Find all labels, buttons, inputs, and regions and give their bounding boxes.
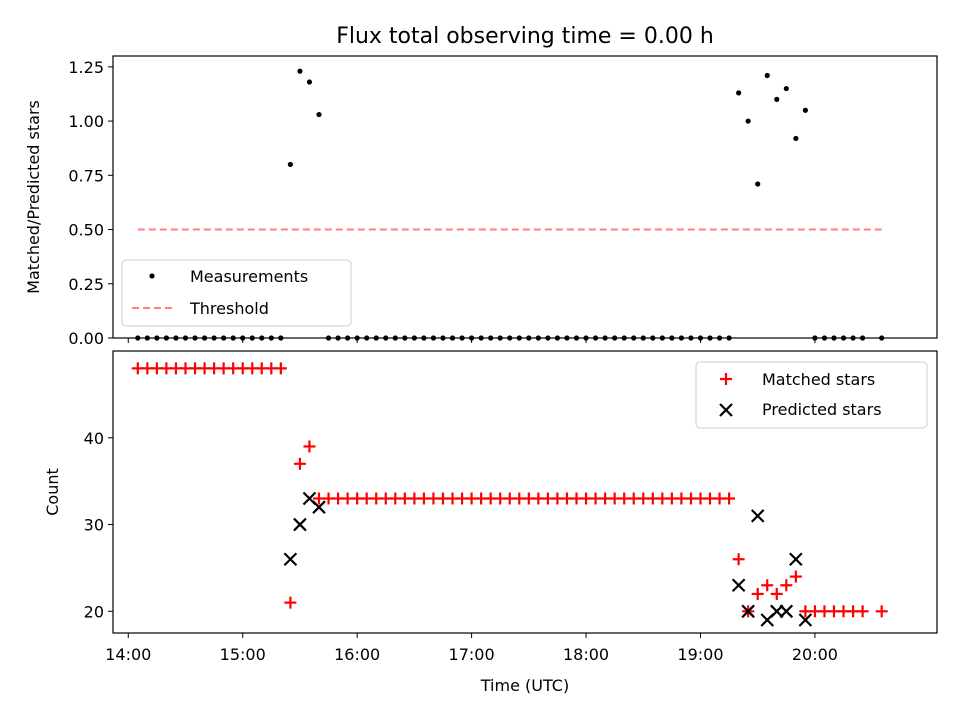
predicted-stars-point — [779, 604, 794, 619]
matched-stars-point — [780, 579, 793, 592]
bottom-x-axis-label: Time (UTC) — [480, 676, 569, 695]
matched-stars-point — [761, 579, 774, 592]
y-tick-label: 0.75 — [68, 166, 104, 185]
measurement-point — [306, 79, 313, 85]
y-tick-label: 0.00 — [68, 329, 104, 348]
bottom-legend: Matched stars Predicted stars — [695, 361, 928, 429]
matched-stars-point — [284, 596, 297, 609]
x-tick-label: 16:00 — [334, 645, 380, 664]
bottom-panel: 20 30 40 14:00 15:00 16:00 17:00 18:00 19:00 20:… — [43, 350, 938, 695]
measurement-point — [783, 85, 789, 92]
bottom-y-ticks: 20 30 40 — [84, 429, 113, 621]
legend-measurements-marker — [149, 273, 155, 279]
y-tick-label: 0.50 — [68, 221, 104, 240]
top-legend-box — [121, 259, 352, 327]
bottom-x-ticks: 14:00 15:00 16:00 17:00 18:00 19:00 20:00 — [105, 633, 838, 664]
x-tick-label: 19:00 — [677, 645, 723, 664]
matched-stars-point — [751, 587, 764, 600]
top-y-ticks: 0.00 0.25 0.50 0.75 1.00 1.25 — [68, 58, 113, 348]
measurement-point — [764, 72, 770, 79]
measurement-point — [297, 68, 303, 74]
x-tick-label: 18:00 — [563, 645, 609, 664]
matched-stars-point — [789, 570, 802, 583]
matched-stars-point — [303, 440, 316, 453]
legend-matched-marker — [720, 373, 732, 385]
y-tick-label: 20 — [84, 602, 104, 621]
predicted-stars-point — [798, 613, 813, 627]
y-tick-label: 40 — [84, 429, 104, 448]
legend-matched-label: Matched stars — [762, 370, 875, 389]
top-plot-frame — [112, 55, 938, 339]
legend-threshold-label: Threshold — [189, 299, 269, 318]
predicted-stars-point — [283, 552, 298, 567]
measurement-point — [736, 90, 742, 96]
top-y-axis-label: Matched/Predicted stars — [24, 100, 43, 294]
matched-stars-point — [856, 605, 869, 618]
y-tick-label: 30 — [84, 516, 104, 535]
measurement-point — [793, 135, 799, 142]
predicted-stars-point — [741, 604, 755, 619]
measurement-point — [316, 111, 322, 118]
matched-stars-point — [732, 553, 745, 566]
top-panel: 0.00 0.25 0.50 0.75 1.00 1.25 Matched/Predict… — [24, 55, 938, 348]
matched-stars-point — [274, 362, 287, 375]
x-tick-label: 17:00 — [449, 645, 495, 664]
bottom-legend-box — [695, 361, 928, 429]
top-legend: Measurements Threshold — [121, 259, 352, 327]
measurement-point — [755, 181, 761, 187]
legend-measurements-label: Measurements — [190, 267, 308, 286]
predicted-stars-point — [293, 517, 307, 532]
y-tick-label: 1.25 — [68, 58, 104, 77]
top-x-ticks — [127, 338, 816, 343]
predicted-stars-point — [312, 500, 326, 514]
predicted-stars-point — [750, 509, 765, 523]
matched-stars-point — [770, 587, 783, 600]
x-tick-label: 20:00 — [792, 645, 838, 664]
bottom-series-marks — [131, 362, 888, 627]
predicted-stars-point — [789, 552, 803, 567]
matched-stars-point — [875, 605, 888, 618]
matched-stars-point — [293, 457, 306, 470]
measurement-point — [745, 118, 751, 124]
measurement-point — [774, 96, 780, 102]
matched-stars-point — [723, 492, 736, 505]
legend-predicted-marker — [719, 403, 733, 417]
bottom-plot-frame — [112, 350, 938, 634]
y-tick-label: 1.00 — [68, 112, 104, 131]
measurement-point — [802, 107, 808, 113]
bottom-y-axis-label: Count — [43, 468, 62, 516]
x-tick-label: 15:00 — [220, 645, 266, 664]
legend-predicted-label: Predicted stars — [762, 400, 882, 419]
measurement-point — [287, 161, 293, 168]
x-tick-label: 14:00 — [105, 645, 151, 664]
y-tick-label: 0.25 — [68, 275, 104, 294]
figure-title: Flux total observing time = 0.00 h — [336, 24, 714, 49]
predicted-stars-point — [731, 578, 746, 593]
